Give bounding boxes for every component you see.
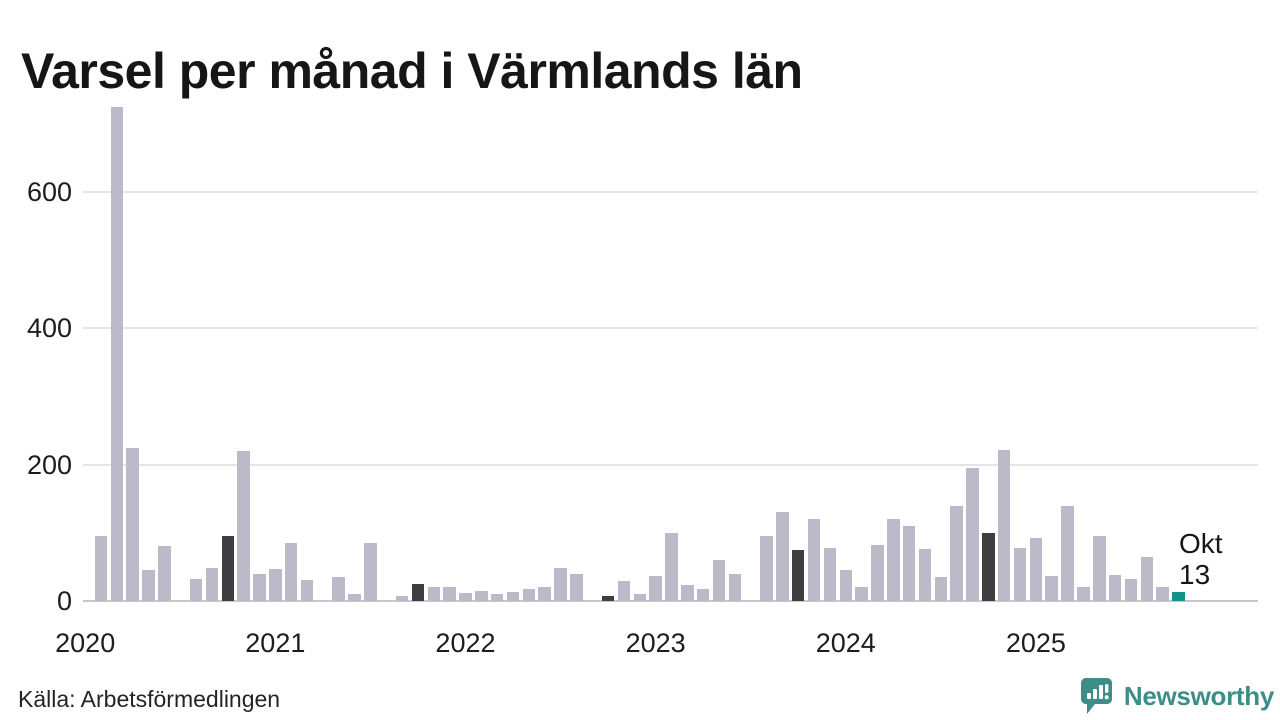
- x-axis-tick-2025: 2025: [1005, 628, 1066, 658]
- bar-2023-02: [665, 532, 678, 601]
- bar-2025-09: [1156, 587, 1169, 601]
- bar-2025-07: [1124, 578, 1138, 601]
- bar-2024-05: [902, 526, 916, 601]
- bar-2025-06: [1108, 575, 1122, 601]
- x-axis-tick-2024: 2024: [815, 628, 876, 658]
- bar-2021-02: [284, 543, 298, 601]
- bar-2022-12: [633, 594, 647, 601]
- gridline-200: [83, 463, 1258, 466]
- y-axis-tick-600: 600: [26, 176, 72, 207]
- y-axis-tick-200: 200: [26, 449, 72, 480]
- bar-2020-04: [126, 447, 139, 601]
- bar-2021-06: [348, 594, 361, 601]
- bar-2024-08: [950, 505, 963, 601]
- bar-2022-10: [601, 596, 615, 601]
- bar-2023-08: [760, 536, 773, 601]
- bar-2020-09: [205, 568, 219, 601]
- y-axis-tick-0: 0: [56, 586, 72, 616]
- bar-2021-03: [300, 579, 314, 601]
- bar-2024-10: [982, 532, 995, 601]
- bar-2022-07: [554, 568, 567, 601]
- bar-2025-04: [1077, 587, 1090, 601]
- x-axis-tick-2021: 2021: [245, 628, 306, 658]
- brand-name: Newsworthy: [1123, 680, 1274, 711]
- bar-2020-08: [189, 578, 203, 601]
- bar-2021-12: [443, 587, 456, 601]
- bar-2025-05: [1093, 536, 1106, 601]
- bar-2020-05: [142, 570, 155, 601]
- bar-2022-05: [522, 588, 536, 601]
- y-axis-tick-400: 400: [26, 313, 72, 344]
- bar-2024-11: [997, 449, 1011, 601]
- bar-2024-01: [839, 570, 853, 601]
- x-axis-tick-2022: 2022: [435, 628, 496, 658]
- bar-2024-07: [934, 577, 948, 601]
- bar-2022-01: [459, 592, 472, 601]
- bar-2021-09: [395, 596, 409, 601]
- page-title: Varsel per månad i Värmlands län: [21, 42, 803, 99]
- bar-2024-06: [918, 548, 932, 601]
- bar-2025-02: [1045, 576, 1058, 601]
- bar-2023-04: [696, 589, 710, 601]
- bar-2023-06: [728, 573, 742, 601]
- gridline-400: [83, 327, 1258, 330]
- brand-footer: Newsworthy: [1080, 677, 1274, 715]
- bar-2023-01: [649, 576, 662, 601]
- bar-2025-01: [1029, 537, 1043, 601]
- bar-2020-10: [221, 536, 235, 601]
- bar-2021-05: [332, 577, 345, 601]
- bar-2020-12: [253, 573, 266, 601]
- source-note: Källa: Arbetsförmedlingen: [18, 686, 281, 712]
- bar-2020-06: [158, 546, 171, 601]
- annotation-month-label: Okt: [1179, 528, 1223, 559]
- bar-2025-08: [1140, 556, 1154, 601]
- bar-2025-10: [1172, 592, 1185, 601]
- bar-2022-08: [570, 573, 583, 601]
- bar-2023-10: [791, 549, 805, 602]
- bar-2023-12: [823, 547, 837, 601]
- bar-2022-04: [506, 591, 520, 601]
- bar-2023-09: [776, 512, 789, 601]
- bar-2021-11: [427, 587, 441, 601]
- bar-2020-02: [94, 536, 108, 601]
- bar-2021-10: [411, 584, 425, 602]
- bar-2024-09: [966, 468, 979, 601]
- x-axis-tick-2023: 2023: [625, 628, 686, 658]
- bar-2024-04: [887, 519, 900, 601]
- newsworthy-logo-icon: [1080, 678, 1112, 714]
- bar-2022-03: [490, 593, 504, 601]
- current-month-annotation: Okt 13: [1179, 528, 1223, 590]
- x-axis-tick-2020: 2020: [55, 628, 116, 658]
- annotation-value-label: 13: [1179, 559, 1211, 590]
- bar-2023-05: [712, 560, 726, 601]
- gridline-0: [83, 600, 1258, 602]
- bar-2024-02: [855, 586, 868, 601]
- bar-2020-11: [237, 451, 250, 601]
- bar-2023-03: [681, 584, 694, 601]
- bar-2021-07: [364, 543, 377, 601]
- bar-2022-11: [617, 580, 631, 601]
- gridline-600: [83, 190, 1258, 193]
- bar-2021-01: [269, 568, 282, 601]
- bar-2022-02: [475, 590, 488, 601]
- bar-2024-12: [1013, 547, 1027, 601]
- bar-2024-03: [871, 545, 884, 601]
- bar-2023-11: [807, 519, 821, 601]
- bar-2025-03: [1061, 505, 1074, 601]
- bar-2020-03: [110, 106, 124, 601]
- bar-2022-06: [538, 586, 551, 601]
